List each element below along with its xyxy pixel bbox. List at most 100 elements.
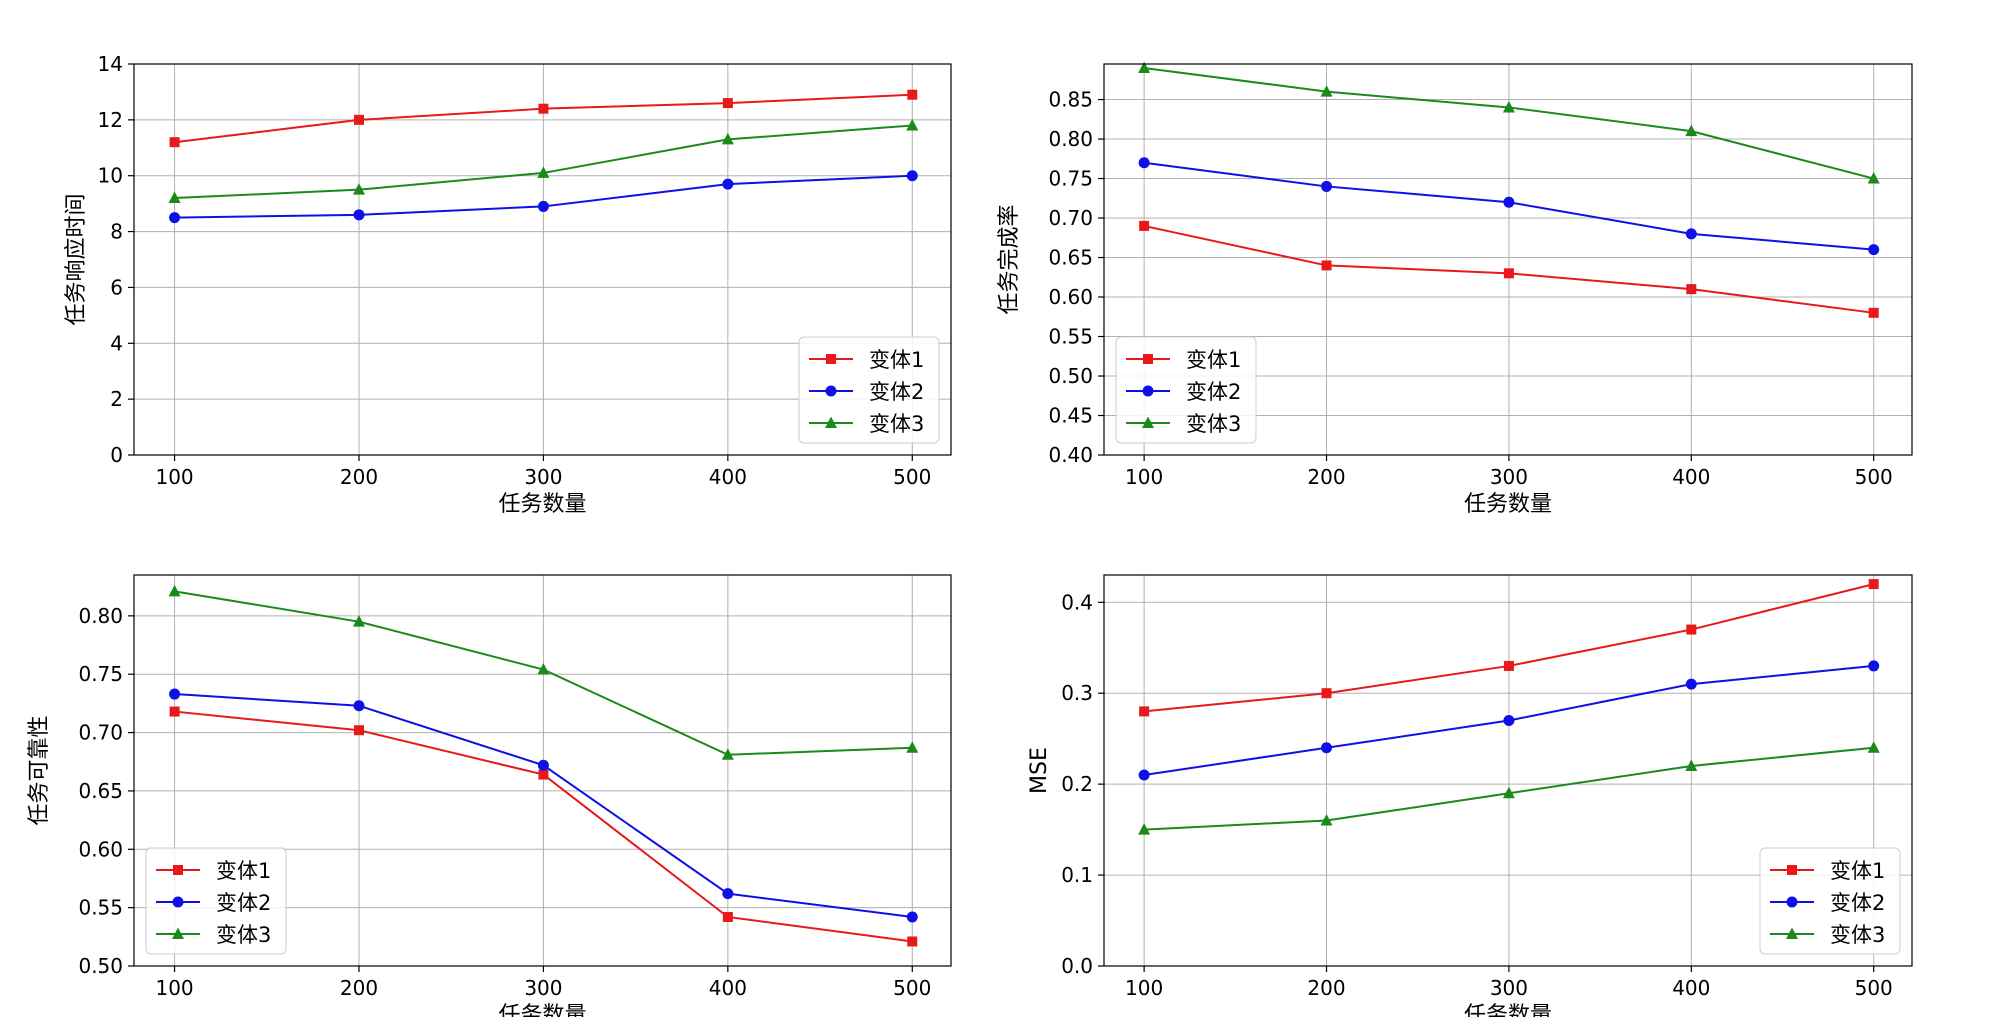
data-point — [1503, 660, 1514, 671]
x-tick-label: 300 — [1490, 976, 1528, 1000]
x-tick-label: 500 — [893, 976, 931, 1000]
y-tick-label: 0.55 — [1048, 325, 1093, 349]
plot-frame — [133, 63, 952, 456]
data-point — [1139, 706, 1150, 717]
y-tick-label: 0.65 — [1048, 246, 1093, 270]
data-point — [906, 170, 918, 182]
data-point — [1503, 196, 1515, 208]
legend-label: 变体1 — [1830, 859, 1885, 883]
legend: 变体1 变体2 变体3 — [1759, 847, 1901, 955]
legend-marker — [1143, 354, 1153, 364]
x-tick-label: 400 — [709, 976, 747, 1000]
data-point — [1867, 741, 1880, 753]
data-point — [1685, 124, 1698, 137]
y-tick-label: 0.3 — [1061, 681, 1093, 705]
y-tick-label: 14 — [98, 52, 123, 76]
data-point — [1139, 220, 1150, 231]
y-tick-label: 0.50 — [78, 954, 123, 978]
x-tick-label: 300 — [1490, 465, 1528, 489]
y-tick-label: 0.60 — [1048, 285, 1093, 309]
data-point — [1503, 714, 1515, 726]
y-tick-label: 0.45 — [1048, 404, 1093, 428]
y-tick-label: 0.80 — [78, 604, 123, 628]
data-point — [1502, 100, 1515, 113]
data-point — [1320, 814, 1333, 826]
x-tick-label: 200 — [1307, 976, 1345, 1000]
y-tick-label: 0.0 — [1061, 954, 1093, 978]
legend-label: 变体1 — [1186, 348, 1241, 372]
data-point — [1686, 284, 1697, 295]
subplot-1: 100 200 300 400 50002468101214任务数量任务响应时间变体1变… — [64, 52, 952, 517]
legend-label: 变体1 — [216, 859, 271, 883]
x-tick-label: 400 — [709, 465, 747, 489]
data-point — [906, 911, 918, 923]
x-tick-label: 100 — [155, 976, 193, 1000]
data-point — [722, 98, 733, 109]
data-point — [1685, 678, 1697, 690]
data-point — [907, 936, 918, 947]
data-point — [1685, 759, 1698, 771]
data-point — [722, 888, 734, 900]
y-axis-label: 任务可靠性 — [27, 715, 52, 825]
y-tick-label: 0.70 — [1048, 206, 1093, 230]
legend-marker — [172, 896, 184, 908]
data-point — [907, 89, 918, 100]
x-axis-label: 任务数量 — [498, 1003, 586, 1017]
y-tick-label: 0.50 — [1048, 364, 1093, 388]
data-point — [168, 584, 181, 597]
data-point — [353, 725, 364, 736]
legend-label: 变体3 — [1186, 412, 1241, 436]
legend-marker — [825, 385, 837, 397]
x-axis-label: 任务数量 — [498, 492, 586, 517]
legend-marker — [1142, 385, 1154, 397]
data-point — [169, 706, 180, 717]
y-tick-label: 0 — [110, 443, 123, 467]
data-point — [352, 183, 365, 195]
data-point — [1321, 742, 1333, 754]
data-point — [537, 759, 549, 771]
y-tick-label: 0.85 — [1048, 88, 1093, 112]
x-axis-label: 任务数量 — [1464, 1003, 1552, 1017]
x-tick-label: 500 — [1855, 976, 1893, 1000]
plot-frame — [133, 574, 952, 967]
data-point — [538, 769, 549, 780]
legend-marker — [825, 416, 837, 428]
data-point — [1868, 660, 1880, 672]
x-tick-label: 200 — [340, 976, 378, 1000]
data-point — [1868, 307, 1879, 318]
y-tick-label: 0.1 — [1061, 863, 1093, 887]
legend-label: 变体2 — [1830, 891, 1885, 915]
data-point — [1868, 244, 1880, 256]
y-tick-label: 0.2 — [1061, 772, 1093, 796]
x-tick-label: 100 — [155, 465, 193, 489]
data-point — [169, 137, 180, 148]
legend: 变体1 变体2 变体3 — [798, 336, 940, 444]
data-point — [537, 166, 550, 178]
x-tick-label: 500 — [893, 465, 931, 489]
legend-marker — [1786, 896, 1798, 908]
data-point — [1138, 61, 1151, 73]
legend-label: 变体2 — [1186, 380, 1241, 404]
subplot-4: 100 200 300 400 500 0.0 0.1 0.2 0.3 0.4 任务数量 MSE 变体1… — [1027, 574, 1913, 1017]
y-axis-label: 任务响应时间 — [64, 193, 89, 325]
legend-marker — [172, 927, 184, 939]
y-tick-label: 8 — [110, 220, 123, 244]
y-tick-label: 2 — [110, 387, 123, 411]
x-tick-label: 400 — [1672, 465, 1710, 489]
x-tick-label: 300 — [524, 465, 562, 489]
data-point — [1321, 688, 1332, 699]
y-tick-label: 0.80 — [1048, 127, 1093, 151]
y-tick-label: 0.75 — [1048, 167, 1093, 191]
data-point — [1502, 786, 1515, 799]
y-tick-label: 12 — [98, 108, 123, 132]
data-point — [1321, 260, 1332, 271]
x-tick-label: 500 — [1855, 465, 1893, 489]
y-tick-label: 6 — [110, 275, 123, 299]
data-point — [1321, 180, 1333, 192]
y-tick-label: 0.55 — [78, 896, 123, 920]
data-point — [537, 200, 549, 212]
data-point — [721, 748, 734, 760]
legend: 变体1 变体2 变体3 — [1115, 336, 1257, 444]
legend-marker — [1787, 865, 1797, 875]
